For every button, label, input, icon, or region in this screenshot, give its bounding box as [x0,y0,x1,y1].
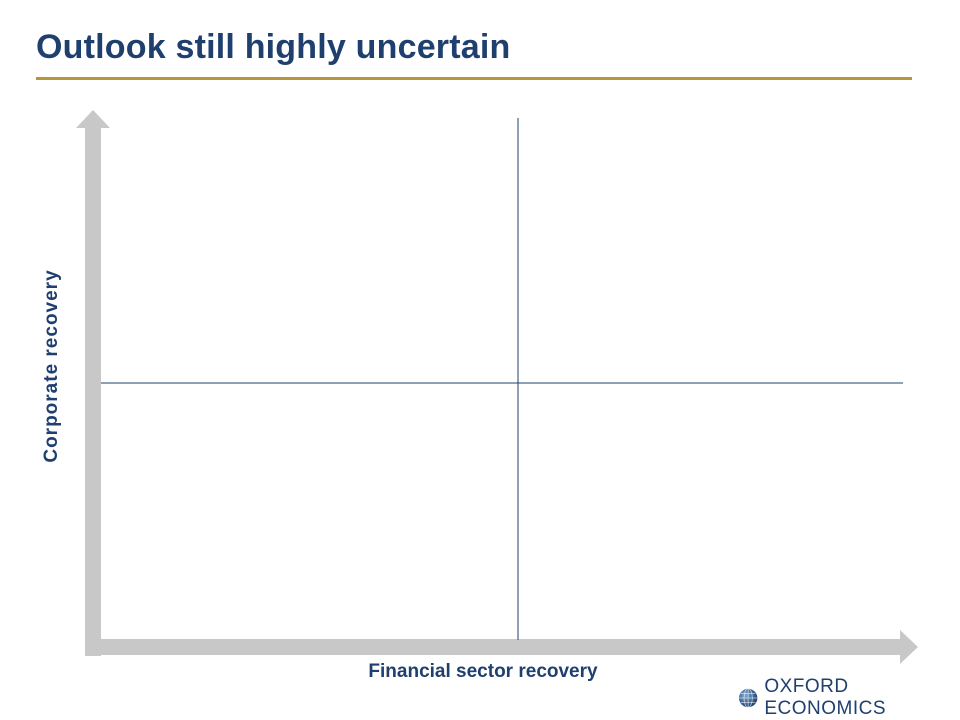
x-axis-label: Financial sector recovery [368,661,598,682]
oxford-economics-logo: OXFORD ECONOMICS [738,676,960,720]
globe-icon [738,688,758,708]
page-title: Outlook still highly uncertain [36,28,511,66]
title-underline [36,77,912,80]
x-axis-arrow [85,630,918,664]
logo-text: OXFORD ECONOMICS [764,676,887,719]
y-axis-label: Corporate recovery [41,269,62,463]
y-axis-arrow [76,110,110,656]
